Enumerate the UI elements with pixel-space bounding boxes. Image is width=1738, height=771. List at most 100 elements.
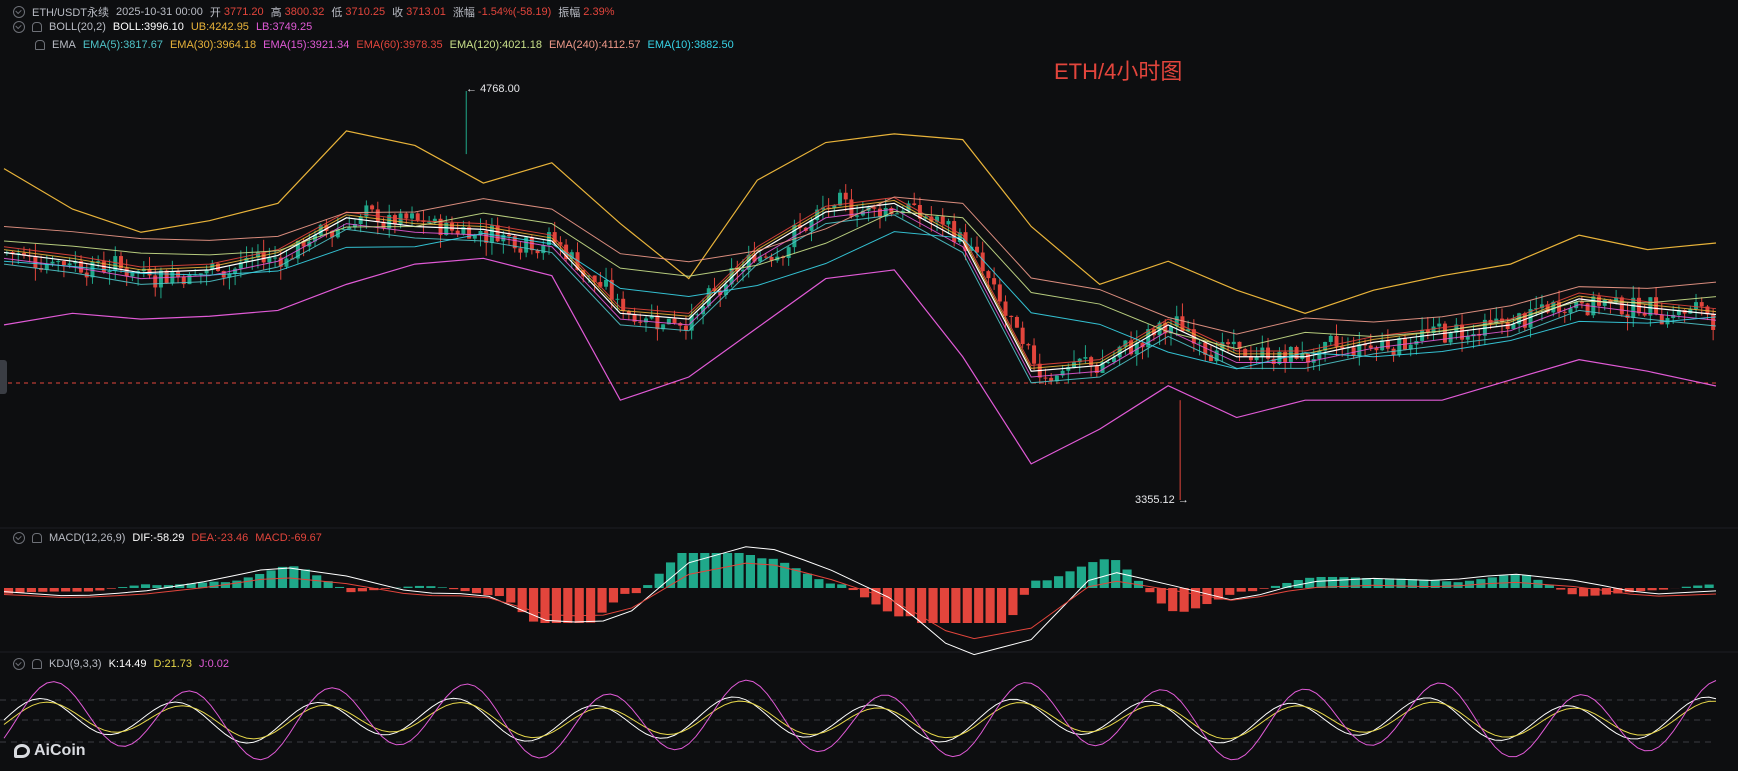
candle-body bbox=[1146, 329, 1151, 348]
candle-body bbox=[1254, 356, 1259, 361]
candle-body bbox=[826, 207, 831, 209]
macd-bar bbox=[357, 588, 367, 592]
candle-body bbox=[1271, 358, 1276, 364]
collapse-icon[interactable] bbox=[13, 658, 25, 670]
candle-body bbox=[609, 279, 614, 300]
macd-bar bbox=[471, 588, 482, 594]
candle-body bbox=[701, 306, 706, 315]
candle-body bbox=[301, 240, 306, 247]
macd-bar bbox=[1042, 580, 1052, 588]
candle-body bbox=[1060, 370, 1065, 376]
candle-body bbox=[50, 261, 55, 264]
candle-body bbox=[974, 246, 979, 253]
candle-body bbox=[1340, 346, 1345, 349]
macd-bar bbox=[243, 577, 253, 588]
macd-bar bbox=[780, 562, 790, 588]
candle-body bbox=[809, 220, 814, 231]
candle-body bbox=[843, 192, 848, 200]
candle-body bbox=[1619, 297, 1624, 315]
kdj-name[interactable]: KDJ(9,3,3) bbox=[49, 658, 102, 670]
candle-body bbox=[1511, 324, 1516, 330]
candle-body bbox=[1385, 340, 1390, 349]
ema-line bbox=[3, 196, 1717, 335]
macd-dea-line bbox=[3, 562, 1717, 640]
bell-icon[interactable] bbox=[32, 22, 42, 32]
candle-body bbox=[1448, 332, 1453, 343]
candle-body bbox=[838, 192, 843, 206]
candle-body bbox=[358, 216, 363, 224]
macd-bar bbox=[1704, 584, 1714, 588]
boll-name[interactable]: BOLL(20,2) bbox=[49, 21, 106, 33]
ohlc-header: ETH/USDT永续 2025-10-31 00:00 开 3771.20 高 … bbox=[0, 4, 622, 20]
candle-body bbox=[198, 273, 203, 275]
close-value: 3713.01 bbox=[406, 6, 446, 18]
candle-body bbox=[546, 232, 551, 246]
macd-bar bbox=[369, 588, 379, 591]
macd-bar bbox=[551, 588, 561, 623]
ema-name[interactable]: EMA bbox=[52, 39, 76, 51]
candle-body bbox=[244, 257, 249, 263]
macd-bar bbox=[1031, 580, 1041, 588]
candle-body bbox=[1032, 345, 1037, 364]
ema-item: EMA(60):3978.35 bbox=[356, 39, 443, 51]
candle-body bbox=[541, 245, 546, 254]
candle-body bbox=[1123, 340, 1128, 347]
macd-name[interactable]: MACD(12,26,9) bbox=[49, 532, 126, 544]
macd-dif-line bbox=[3, 546, 1717, 656]
macd-bar bbox=[1624, 588, 1634, 593]
candle-body bbox=[512, 236, 517, 249]
candle-body bbox=[467, 227, 472, 239]
candle-body bbox=[746, 254, 751, 270]
macd-bar bbox=[905, 588, 915, 617]
collapse-icon[interactable] bbox=[13, 532, 25, 544]
candle-body bbox=[986, 271, 991, 279]
candle-body bbox=[718, 290, 723, 295]
macd-bar bbox=[106, 588, 116, 589]
low-label: 低 bbox=[331, 7, 343, 19]
macd-bar bbox=[26, 588, 36, 593]
macd-bar bbox=[38, 588, 48, 592]
candle-body bbox=[438, 218, 443, 236]
side-panel-handle[interactable] bbox=[0, 360, 7, 394]
boll-mid: BOLL:3996.10 bbox=[112, 21, 184, 33]
macd-bar bbox=[414, 585, 425, 588]
pair-label[interactable]: ETH/USDT永续 bbox=[32, 7, 109, 19]
candle-body bbox=[261, 252, 266, 263]
candle-body bbox=[638, 321, 643, 323]
macd-bar bbox=[951, 588, 961, 623]
candle-body bbox=[598, 281, 603, 287]
candle-body bbox=[1163, 322, 1168, 334]
candle-body bbox=[1522, 313, 1527, 328]
macd-bar bbox=[791, 568, 801, 588]
candle-body bbox=[1671, 314, 1676, 319]
macd-bar bbox=[1008, 588, 1018, 616]
candle-body bbox=[1243, 348, 1248, 356]
candle-body bbox=[1368, 345, 1373, 348]
chart-title: ETH/4小时图 bbox=[1054, 59, 1183, 84]
collapse-icon[interactable] bbox=[13, 21, 25, 33]
candle-body bbox=[1237, 341, 1242, 349]
macd-bar bbox=[962, 588, 972, 623]
candle-body bbox=[1328, 335, 1333, 342]
candle-body bbox=[1089, 357, 1094, 366]
collapse-icon[interactable] bbox=[13, 6, 25, 18]
candle-body bbox=[1568, 308, 1573, 313]
candle-body bbox=[352, 223, 357, 228]
bell-icon[interactable] bbox=[32, 659, 42, 669]
macd-bar bbox=[506, 588, 516, 603]
macd-bar bbox=[631, 588, 641, 594]
candle-body bbox=[233, 268, 238, 274]
macd-bar bbox=[1282, 582, 1292, 588]
low-value: 3710.25 bbox=[345, 6, 386, 18]
macd-bar bbox=[83, 588, 94, 592]
candle-body bbox=[592, 275, 597, 282]
candle-body bbox=[335, 229, 340, 238]
candle-body bbox=[1437, 323, 1442, 327]
bell-icon[interactable] bbox=[35, 40, 45, 50]
bell-icon[interactable] bbox=[32, 533, 42, 543]
aicoin-logo: AiCoin bbox=[14, 742, 86, 760]
macd-bar bbox=[140, 584, 151, 588]
candle-body bbox=[1134, 342, 1139, 355]
